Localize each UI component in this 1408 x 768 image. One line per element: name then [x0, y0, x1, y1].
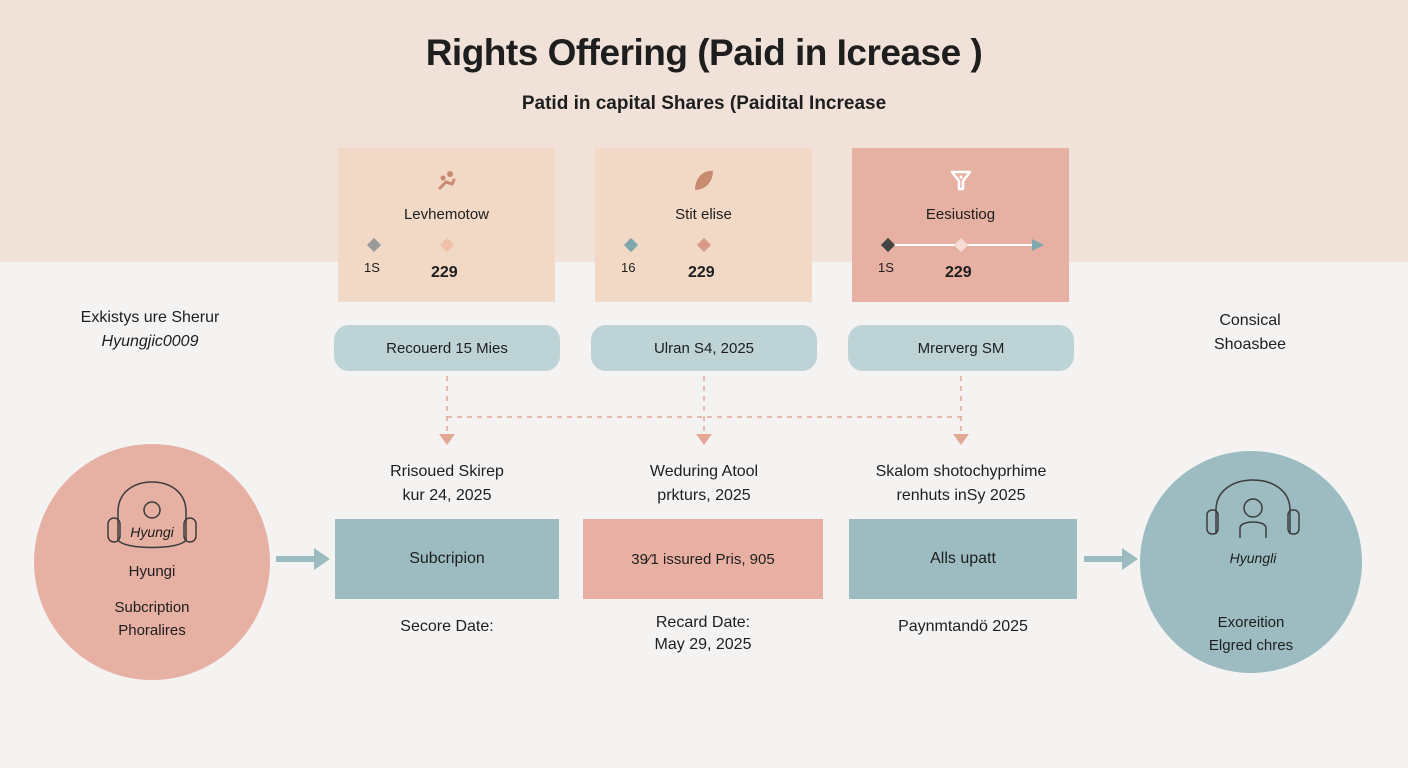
user-headset-icon — [1206, 479, 1300, 538]
step-label-2: Weduring Atool prkturs, 2025 — [589, 460, 819, 508]
step-label-date: kur 24, 2025 — [402, 487, 492, 504]
card-3: Eesiustiog 1S 229 — [852, 148, 1069, 302]
under-label-1: Secore Date: — [327, 616, 567, 638]
right-note: Consical Shoasbee — [1150, 309, 1350, 357]
leaf-icon — [595, 166, 812, 196]
step-label-date: prkturs, 2025 — [657, 487, 751, 504]
user-headset-icon — [107, 481, 197, 549]
under-label-text: Recard Date: — [655, 614, 751, 631]
hand-coins-icon — [338, 166, 555, 196]
dashed-connectors — [439, 376, 969, 445]
diagram-title: Rights Offering (Paid in Icrease ) — [425, 32, 983, 73]
step-label-date: renhuts inSy 2025 — [896, 487, 1026, 504]
under-label-text: Secore Date: — [400, 618, 494, 635]
allotment-box: Alls upatt — [849, 519, 1077, 599]
avatar-badge: Hyungi — [130, 524, 174, 540]
funnel-icon — [852, 166, 1069, 196]
marker-diamond-icon — [366, 237, 382, 253]
step-label-title: Weduring Atool — [649, 463, 759, 480]
date-pill-3: Mrerverg SM — [848, 325, 1074, 371]
subscription-box: Subcripion — [335, 519, 559, 599]
marker-diamond-icon — [623, 237, 639, 253]
under-label-3: Paynmtandö 2025 — [843, 616, 1083, 638]
marker-diamond-icon — [439, 237, 455, 253]
step-label-3: Skalom shotochyprhime renhuts inSy 2025 — [846, 460, 1076, 508]
shareholder-caption: Subcription Phoralires — [42, 596, 262, 642]
investor-circle — [1140, 451, 1362, 673]
card-value: 229 — [945, 264, 972, 281]
date-pill-1: Recouerd 15 Mies — [334, 325, 560, 371]
card-label: Eesiustiog — [925, 206, 996, 223]
shareholder-caption-line1: Subcription — [114, 599, 190, 616]
card-value-small: 1S — [878, 260, 894, 275]
step-label-1: Rrisoued Skirep kur 24, 2025 — [332, 460, 562, 508]
right-note-subtitle: Shoasbee — [1213, 336, 1287, 353]
diagram-subtitle: Patid in capital Shares (Paidital Increa… — [521, 93, 887, 114]
arrow-right-icon — [1084, 548, 1138, 570]
investor-caption: Exoreition Elgred chres — [1141, 611, 1361, 657]
card-label: Stit elise — [675, 206, 732, 223]
issue-price-box: 39⁄1 issured Pris, 905 — [583, 519, 823, 599]
under-label-date: May 29, 2025 — [654, 636, 752, 653]
card-value-small: 16 — [621, 260, 636, 275]
card-value-small: 1S — [364, 260, 380, 275]
under-label-2: Recard Date: May 29, 2025 — [583, 612, 823, 656]
step-label-title: Rrisoued Skirep — [390, 463, 504, 480]
marker-diamond-icon — [696, 237, 712, 253]
left-note-subtitle: Hyungjic0009 — [101, 333, 199, 350]
investor-caption-line1: Exoreition — [1217, 614, 1285, 631]
left-note: Exkistys ure Sherur Hyungjic0009 — [40, 306, 260, 354]
shareholder-circle — [34, 444, 270, 680]
card-1: Levhemotow 1S 229 — [338, 148, 555, 302]
card-label: Levhemotow — [403, 206, 490, 223]
avatar-badge: Hyungli — [1229, 550, 1277, 566]
under-label-text: Paynmtandö 2025 — [898, 618, 1028, 635]
left-note-title: Exkistys ure Sherur — [80, 309, 220, 326]
card-2: Stit elise 16 229 — [595, 148, 812, 302]
date-pill-2: Ulran S4, 2025 — [591, 325, 817, 371]
step-label-title: Skalom shotochyprhime — [875, 463, 1047, 480]
card-value: 229 — [688, 264, 715, 281]
right-note-title: Consical — [1219, 312, 1281, 329]
investor-caption-line2: Elgred chres — [1208, 637, 1294, 654]
shareholder-name: Hyungi — [128, 563, 176, 580]
arrow-right-icon — [276, 548, 330, 570]
card-value: 229 — [431, 264, 458, 281]
shareholder-caption-line2: Phoralires — [118, 622, 186, 639]
